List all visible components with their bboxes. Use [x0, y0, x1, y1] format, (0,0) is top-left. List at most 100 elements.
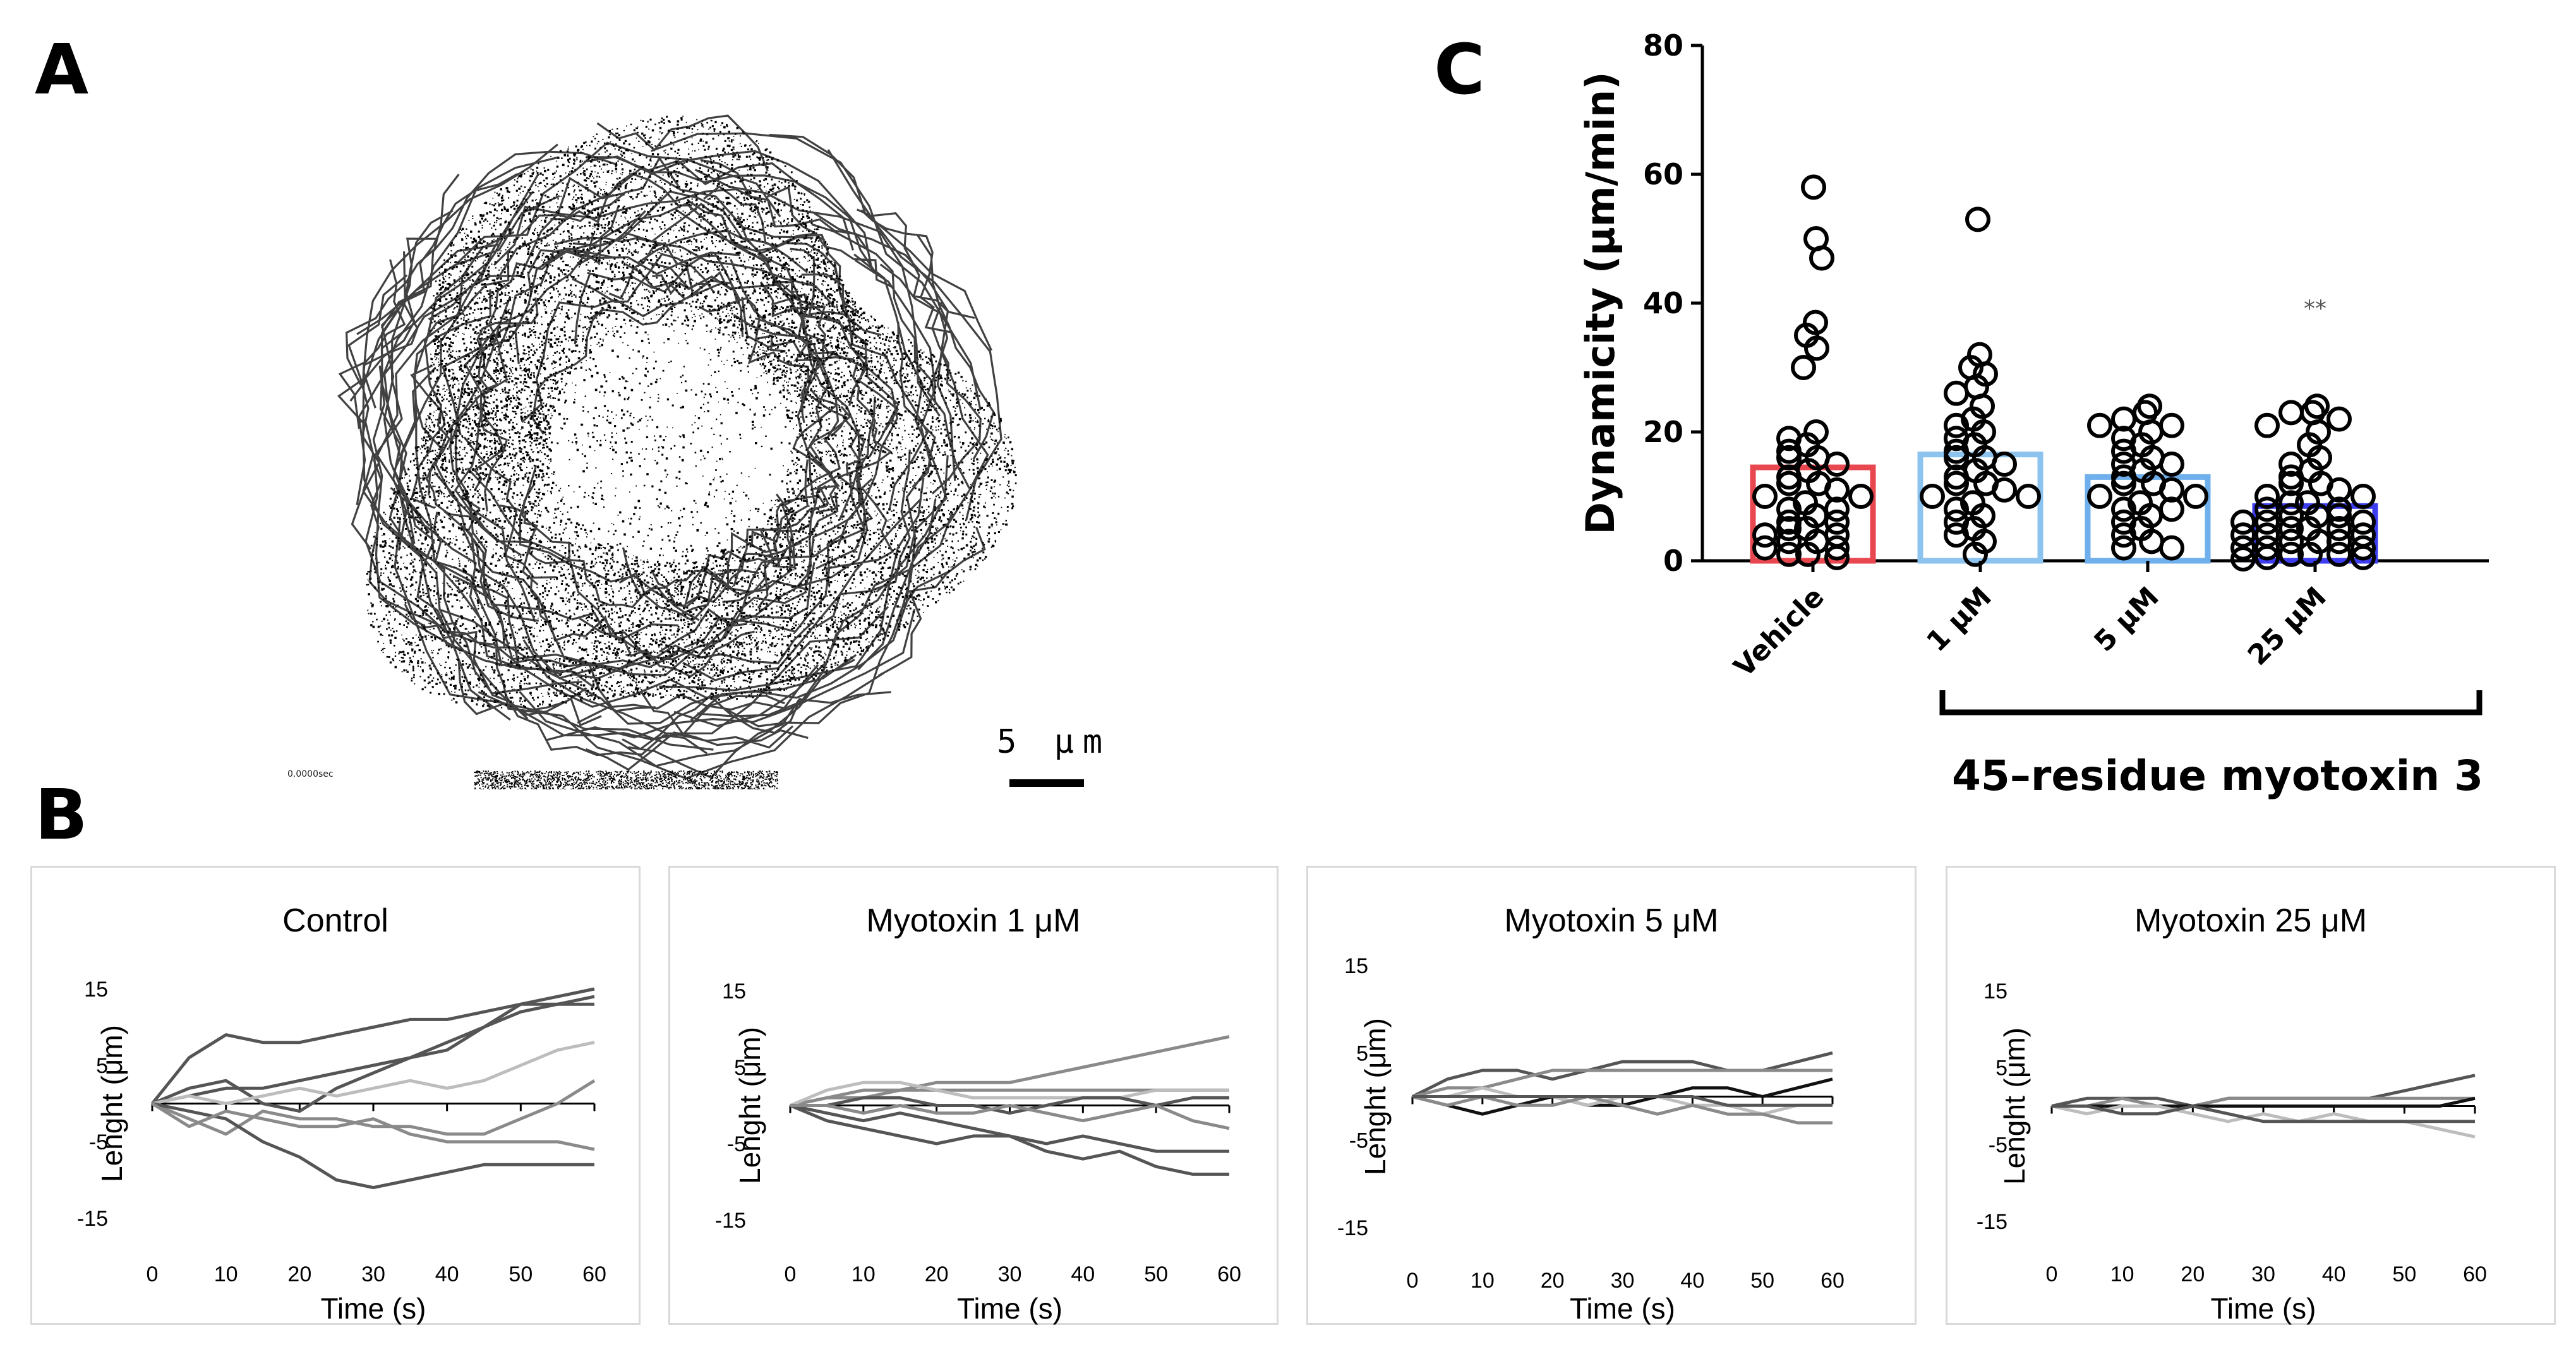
x-tick-label: 0 [147, 1262, 159, 1286]
category-label: 5 μM [2088, 581, 2165, 658]
x-tick-label: 0 [2046, 1262, 2058, 1286]
y-tick-label: -15 [1337, 1216, 1368, 1240]
data-point [1965, 207, 1990, 232]
data-point [1791, 355, 1816, 380]
data-point [2278, 503, 2304, 529]
y-tick-label: 5 [1356, 1041, 1368, 1065]
panel-letter-a: A [35, 29, 89, 110]
x-tick-label: 40 [435, 1262, 459, 1286]
x-tick-label: 20 [1541, 1269, 1565, 1293]
x-tick-label: 20 [287, 1262, 311, 1286]
data-point [1848, 484, 1874, 509]
speckle-points [366, 116, 1017, 709]
plot-myotoxin-25um: Myotoxin 25 μM 0 10 20 30 40 50 60 15 5 -5 -15 Time… [1946, 866, 2556, 1325]
data-point [1776, 516, 1802, 541]
x-tick-label: 60 [582, 1262, 606, 1286]
treatment-bracket [1939, 690, 2483, 715]
data-point [1992, 452, 2017, 477]
y-axis-title: Lenght (μm) [733, 1027, 766, 1184]
data-point [2254, 535, 2280, 561]
data-point [2254, 496, 2280, 522]
plot-title: Myotoxin 5 μM [1504, 902, 1719, 939]
data-point [2278, 470, 2304, 496]
bracket-label: 45–residue myotoxin 3 [1952, 751, 2484, 800]
x-tick-label: 50 [509, 1262, 533, 1286]
x-tick-label: 10 [2110, 1262, 2134, 1286]
data-point [1776, 470, 1802, 496]
micrograph-filaments [337, 114, 1002, 780]
data-point [2326, 503, 2352, 529]
trace-line [2052, 1096, 2475, 1108]
y-tick-label: 80 [1643, 28, 1683, 63]
y-tick-label: 15 [84, 978, 108, 1002]
trace-line [1412, 1069, 1833, 1098]
data-point [2350, 484, 2376, 509]
data-point [1944, 496, 1969, 522]
data-point [1944, 522, 1969, 548]
y-tick-label: 0 [1663, 544, 1683, 578]
x-tick-label: 30 [998, 1262, 1022, 1286]
data-point [2278, 516, 2304, 541]
plot-canvas: 0 10 20 30 40 50 60 15 5 -5 -15 Time (s) Lenght (μm) [1977, 979, 2487, 1325]
data-point [2087, 412, 2112, 438]
scale-bar-label: 5 μm [997, 723, 1112, 761]
data-point [1776, 541, 1802, 567]
data-point [2278, 400, 2304, 426]
data-point [1752, 535, 1778, 561]
x-tick-label: 30 [2251, 1262, 2275, 1286]
y-tick-label: 5 [96, 1054, 108, 1078]
data-point [2159, 412, 2184, 438]
data-point [1752, 484, 1778, 509]
data-point [2111, 470, 2136, 496]
data-point [2159, 535, 2184, 561]
data-point [2111, 535, 2136, 561]
y-axis-title: Dynamicity (μm/min) [1577, 72, 1623, 535]
dynamicity-chart: 0 20 40 60 80 Dynamicity (μm/min) Vehicle 1 μM 5… [1577, 28, 2489, 715]
significance-marker: ** [2304, 296, 2326, 321]
x-tick-label: 30 [361, 1262, 385, 1286]
data-point [2254, 544, 2280, 570]
plot-myotoxin-5um: Myotoxin 5 μM 0 10 20 30 40 50 60 15 5 -5 -15 Time … [1306, 866, 1917, 1325]
data-point [2278, 541, 2304, 567]
data-point [1795, 541, 1821, 567]
category-label: Vehicle [1728, 581, 1831, 684]
data-point [2350, 544, 2376, 570]
data-point [1824, 544, 1850, 570]
data-point [1944, 412, 1969, 438]
x-tick-label: 60 [1821, 1269, 1845, 1293]
x-tick-label: 40 [1071, 1262, 1095, 1286]
plot-title: Myotoxin 1 μM [866, 902, 1081, 939]
trace-line [790, 1081, 1229, 1107]
filament-lines [337, 114, 1002, 780]
data-point [2230, 509, 2256, 535]
y-axis-title: Lenght (μm) [1359, 1018, 1392, 1175]
y-tick-label: -5 [1349, 1129, 1368, 1153]
data-point [1824, 477, 1850, 503]
trace-line [152, 1079, 596, 1136]
scale-bar [1009, 779, 1084, 787]
y-tick-label: 15 [1344, 954, 1368, 978]
x-tick-label: 50 [1144, 1262, 1168, 1286]
data-point [1776, 496, 1802, 522]
data-point [1944, 445, 1969, 470]
panel-letter-b: B [35, 774, 88, 855]
x-tick-label: 40 [2322, 1262, 2346, 1286]
data-point [1801, 174, 1826, 200]
micrograph-timestamp: 0.0000sec [287, 769, 334, 779]
x-tick-label: 10 [214, 1262, 238, 1286]
data-point [1944, 470, 1969, 496]
data-point [2159, 477, 2184, 503]
data-point [2016, 484, 2041, 509]
y-tick-label: 15 [1983, 979, 2007, 1003]
plot-title: Myotoxin 25 μM [2134, 902, 2368, 939]
x-axis-title: Time (s) [321, 1292, 426, 1325]
x-tick-label: 60 [1217, 1262, 1241, 1286]
trace-line [790, 1104, 1229, 1176]
data-point [2297, 541, 2323, 567]
data-point [2230, 546, 2256, 572]
data-point [2111, 438, 2136, 464]
x-tick-label: 20 [925, 1262, 949, 1286]
data-point [2326, 516, 2352, 541]
x-tick-label: 10 [1471, 1269, 1495, 1293]
x-tick-label: 60 [2463, 1262, 2487, 1286]
